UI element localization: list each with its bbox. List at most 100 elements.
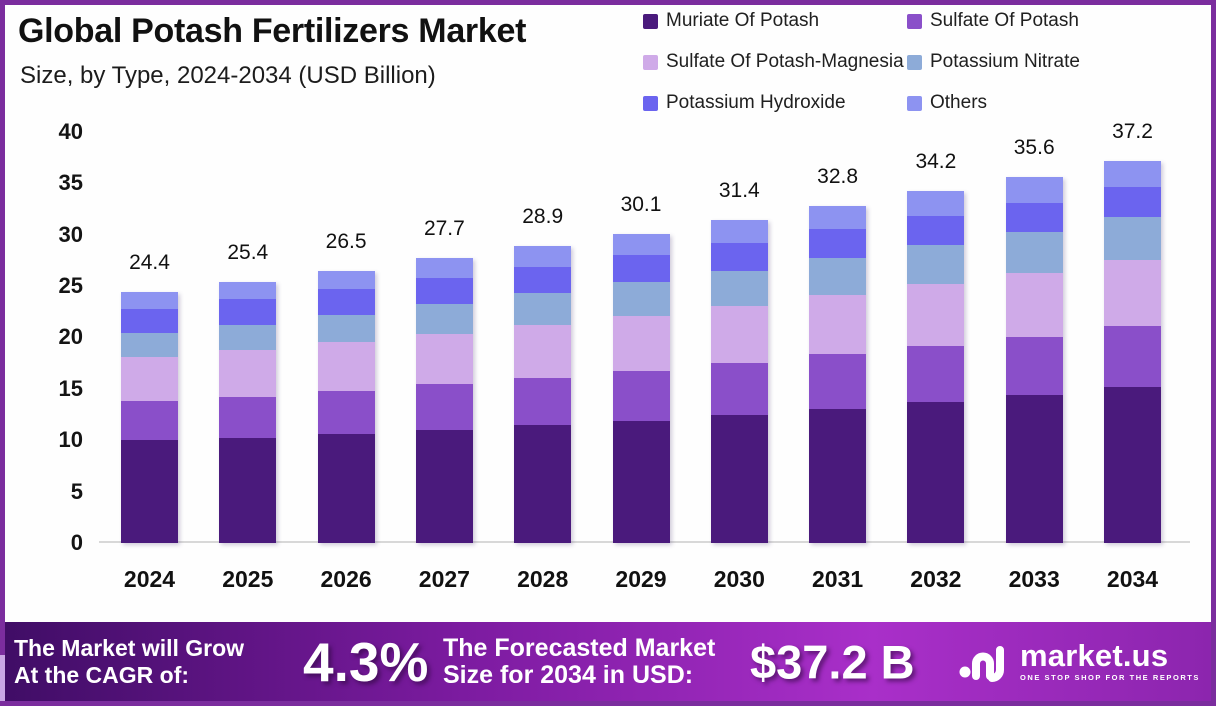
bar-value-label: 34.2 [915,150,957,174]
bar-segment [415,429,473,543]
bar-segment [121,333,178,357]
legend-item: Others [907,88,1080,118]
cagr-label: The Market will Grow At the CAGR of: [14,635,244,689]
bar-segment [612,255,670,283]
legend-item: Potassium Hydroxide [643,88,907,118]
bar-2025 [219,281,277,543]
bar-segment [219,437,277,543]
bar-segment [809,229,867,258]
bar-segment [1104,326,1161,387]
market-us-logo-icon [959,645,1004,682]
x-axis-label: 2024 [123,566,176,592]
cagr-label-line2: At the CAGR of: [14,661,190,688]
bar-segment [809,257,867,296]
bar-segment [219,350,277,397]
bar-segment [612,370,670,421]
bar-segment [121,292,178,309]
bar-segment [219,324,277,351]
bar-value-label: 30.1 [620,192,662,216]
bar-2030 [710,220,768,543]
y-axis-tick: 35 [58,170,83,196]
x-axis-label: 2034 [1106,566,1159,592]
bar-segment [1005,177,1063,203]
bar-2032 [907,191,965,543]
bar-segment [121,401,178,441]
bar-segment [1005,336,1063,396]
bar-segment [809,408,867,543]
bar-segment [514,245,572,267]
x-axis-label: 2029 [615,566,667,592]
bar-value-label: 35.6 [1013,136,1055,160]
x-axis-label: 2026 [320,566,372,592]
x-axis-label: 2033 [1008,566,1060,592]
legend-item: Potassium Nitrate [907,47,1080,77]
chart-legend: Muriate Of Potash Sulfate Of Potash Sulfat… [643,6,1080,118]
y-axis-tick: 20 [58,324,83,350]
x-axis-label: 2028 [517,566,569,592]
bar-segment [612,315,670,371]
bar-segment [219,281,277,300]
bar-segment [317,390,375,435]
bar-segment [1005,232,1063,274]
y-axis-tick: 0 [70,530,83,555]
market-us-logo: market.us ONE STOP SHOP FOR THE REPORTS [958,640,1200,684]
y-axis-tick: 30 [58,221,83,247]
legend-label: Sulfate Of Potash [930,10,1079,31]
legend-swatch-icon [643,13,658,29]
legend-label: Potassium Nitrate [930,51,1080,72]
y-axis-tick: 15 [58,375,83,401]
bar-segment [612,282,670,316]
bar-segment [1005,273,1063,337]
bar-2034 [1104,160,1161,543]
legend-swatch-icon [643,54,658,70]
bar-segment [317,314,375,343]
y-axis-tick: 40 [58,118,83,144]
logo-text: market.us [1020,638,1169,673]
bar-segment [514,266,572,294]
y-axis-tick: 5 [70,478,83,504]
bar-segment [907,345,965,402]
legend-swatch-icon [643,95,658,111]
bar-segment [710,415,768,543]
x-axis-label: 2025 [222,566,274,592]
y-axis-tick: 10 [58,427,83,453]
bar-segment [1005,395,1063,543]
bar-segment [710,305,768,364]
banner-accent-strip [0,655,5,701]
legend-item: Sulfate Of Potash [907,6,1080,36]
bar-segment [1104,386,1161,543]
bar-segment [1104,187,1161,218]
bar-value-label: 31.4 [718,179,760,203]
bar-segment [710,242,768,271]
x-axis-label: 2032 [910,566,962,592]
page-subtitle: Size, by Type, 2024-2034 (USD Billion) [20,62,436,89]
bar-value-label: 25.4 [227,240,269,264]
bar-value-label: 26.5 [325,229,367,253]
bar-segment [612,233,670,256]
forecast-label-line2: Size for 2034 in USD: [443,660,694,689]
bar-segment [121,440,178,543]
legend-label: Sulfate Of Potash-Magnesia [666,51,904,72]
bar-segment [415,258,473,278]
bar-segment [317,270,375,290]
y-axis-tick: 25 [58,273,83,298]
cagr-value: 4.3% [303,630,429,693]
bar-segment [907,244,965,285]
legend-label: Potassium Hydroxide [666,92,846,113]
bar-segment [415,277,473,304]
legend-swatch-icon [907,13,922,29]
bar-segment [121,308,178,334]
bar-segment [907,284,965,346]
bar-segment [1104,160,1161,188]
bar-segment [710,363,768,416]
bar-segment [1005,202,1063,233]
bar-segment [317,342,375,391]
bar-2031 [809,205,867,543]
forecast-label: The Forecasted Market Size for 2034 in U… [443,634,715,689]
bar-segment [1104,260,1161,327]
bar-segment [907,401,965,543]
bar-2033 [1005,177,1063,543]
bar-segment [121,356,178,402]
bar-2027 [415,258,473,543]
